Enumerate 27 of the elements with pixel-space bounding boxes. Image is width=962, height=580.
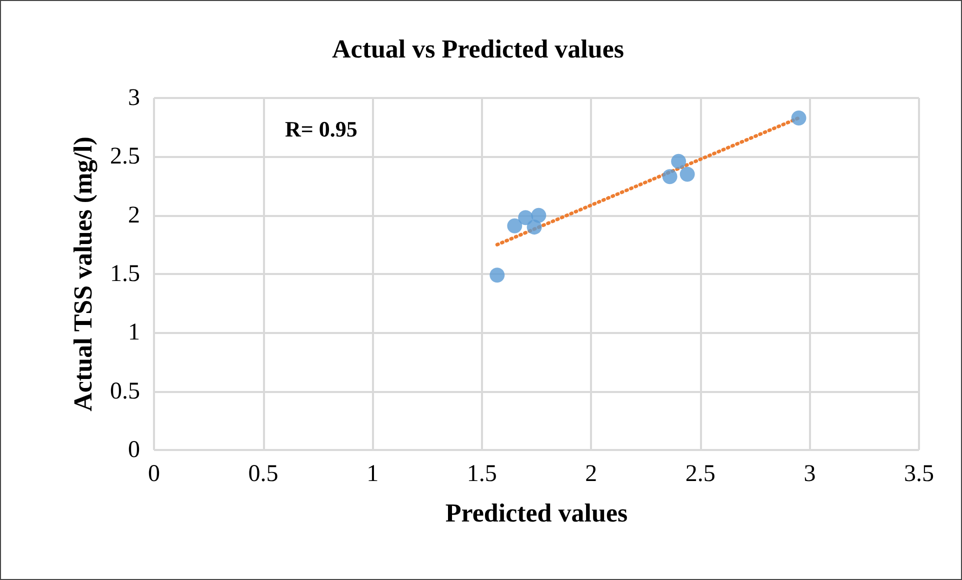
- chart-title: Actual vs Predicted values: [332, 34, 624, 64]
- y-tick-label: 2: [128, 202, 140, 228]
- x-tick-label: 0: [148, 461, 160, 487]
- x-tick-label: 3: [804, 461, 816, 487]
- y-tick-label: 0: [128, 437, 140, 463]
- y-axis-title: Actual TSS values (mg/l): [68, 136, 98, 412]
- x-tick-label: 1: [366, 461, 379, 487]
- y-tick-label: 2.5: [110, 144, 140, 170]
- point: [490, 268, 505, 283]
- x-tick-label: 0.5: [248, 461, 278, 487]
- point: [526, 220, 542, 235]
- y-tick-label: 0.5: [110, 378, 140, 404]
- y-tick-label: 3: [128, 85, 140, 111]
- point: [662, 169, 678, 184]
- y-tick-label: 1.5: [110, 261, 140, 287]
- point: [680, 166, 695, 182]
- point: [791, 110, 806, 126]
- point: [531, 208, 546, 223]
- y-tick-label: 1: [128, 320, 140, 346]
- x-tick-label: 3.5: [904, 461, 934, 487]
- point: [507, 218, 522, 234]
- x-axis-title: Predicted values: [445, 498, 628, 528]
- annotation: R= 0.95: [285, 116, 358, 142]
- x-tick-label: 2.5: [685, 461, 716, 487]
- x-tick-label: 1.5: [466, 461, 497, 487]
- point: [671, 154, 686, 169]
- x-tick-label: 2: [585, 461, 598, 487]
